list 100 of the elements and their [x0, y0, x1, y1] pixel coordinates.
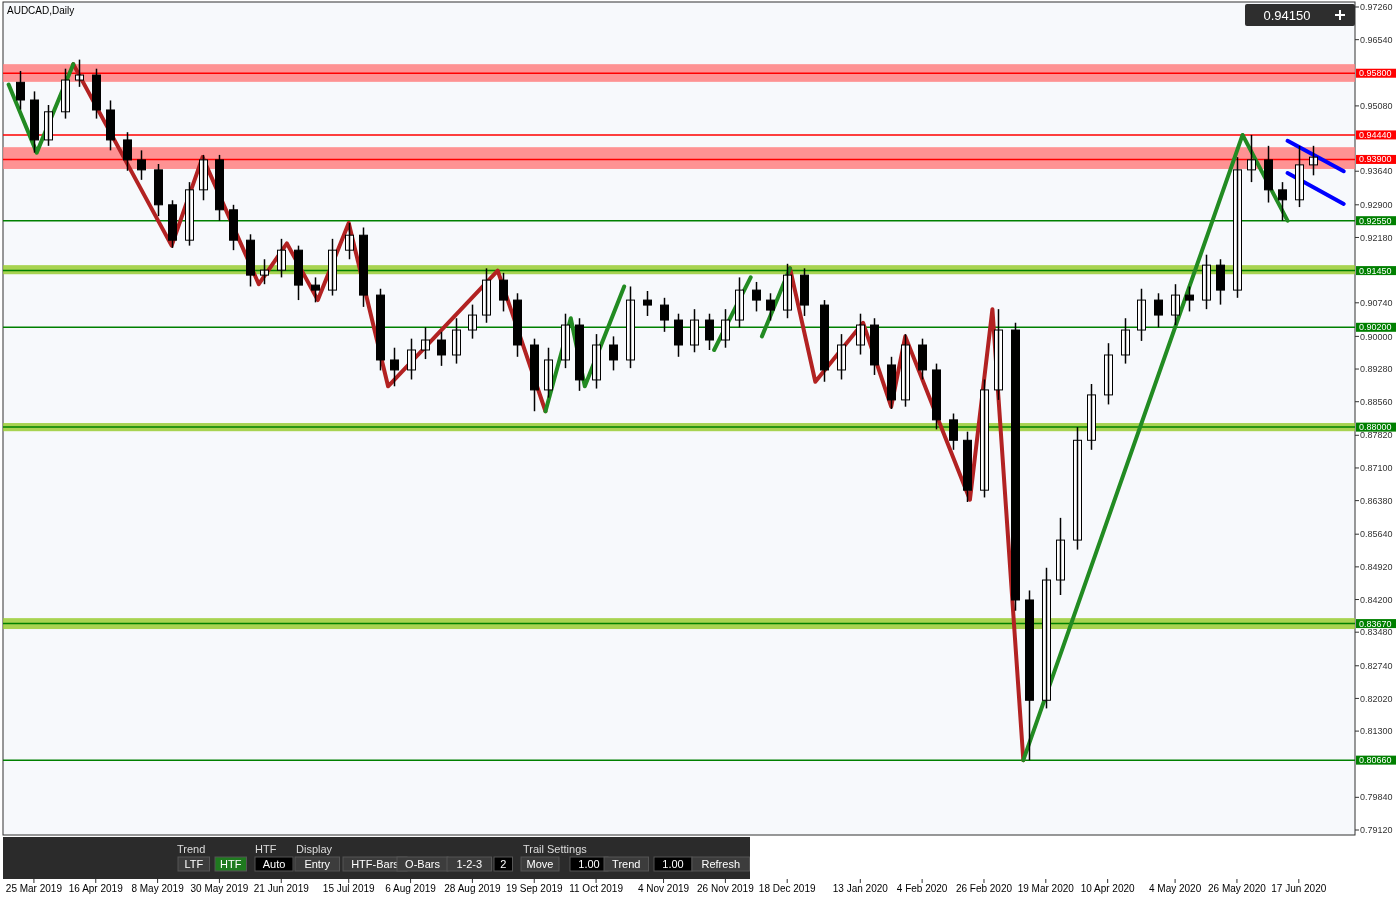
- candlestick: [932, 362, 941, 431]
- candlestick: [199, 154, 208, 202]
- ref-line-label: 0.95800: [1359, 68, 1392, 79]
- candlestick: [482, 267, 491, 324]
- candlestick: [721, 308, 730, 349]
- candlestick: [75, 58, 84, 88]
- candlestick: [1154, 292, 1163, 329]
- y-tick-label: 0.89280: [1360, 364, 1393, 375]
- candlestick: [376, 287, 385, 372]
- candlestick: [561, 312, 570, 369]
- candlestick: [901, 333, 910, 408]
- chart-title: AUDCAD,Daily: [7, 5, 75, 16]
- ref-line-label: 0.91450: [1359, 265, 1392, 276]
- x-tick-label: 15 Jul 2019: [322, 883, 376, 894]
- ref-line-label: 0.94440: [1359, 129, 1392, 140]
- y-tick-label: 0.90000: [1360, 331, 1393, 342]
- candlestick: [783, 263, 792, 319]
- candlestick: [887, 356, 896, 410]
- x-tick-label: 28 Aug 2019: [444, 883, 501, 894]
- y-tick-label: 0.88560: [1360, 396, 1393, 407]
- candlestick: [61, 67, 70, 120]
- ref-line-label: 0.88000: [1359, 422, 1392, 433]
- candlestick: [452, 317, 461, 365]
- x-tick-label: 26 Feb 2020: [955, 883, 1013, 894]
- candlestick: [705, 312, 714, 351]
- candlestick: [1309, 145, 1318, 177]
- candlestick: [544, 346, 553, 399]
- candlestick: [1137, 287, 1146, 342]
- y-tick-label: 0.82740: [1360, 660, 1393, 671]
- candlestick: [674, 312, 683, 358]
- x-tick-label: 4 Feb 2020: [896, 883, 948, 894]
- y-tick-label: 0.95080: [1360, 101, 1393, 112]
- y-tick-label: 0.82020: [1360, 693, 1393, 704]
- candlestick: [1185, 285, 1194, 313]
- y-tick-label: 0.92900: [1360, 199, 1393, 210]
- y-tick-label: 0.79840: [1360, 792, 1393, 803]
- candlestick: [1087, 383, 1096, 451]
- candlestick: [735, 276, 744, 329]
- candlestick: [949, 412, 958, 451]
- y-tick-label: 0.86380: [1360, 495, 1393, 506]
- x-tick-label: 6 Aug 2019: [385, 883, 437, 894]
- x-tick-label: 21 Jun 2019: [253, 883, 310, 894]
- candlestick: [106, 99, 115, 152]
- candlestick: [260, 258, 269, 285]
- y-tick-label: 0.96540: [1360, 34, 1393, 45]
- candlestick: [752, 281, 761, 313]
- y-tick-label: 0.87100: [1360, 463, 1393, 474]
- x-tick-label: 11 Oct 2019: [569, 883, 624, 894]
- y-tick-label: 0.81300: [1360, 726, 1393, 737]
- candlestick: [856, 312, 865, 356]
- candlestick: [311, 276, 320, 304]
- x-tick-label: 26 Nov 2019: [697, 883, 755, 894]
- x-tick-label: 17 Jun 2020: [1271, 883, 1327, 894]
- candlestick: [994, 308, 1003, 401]
- candlestick: [1121, 317, 1130, 365]
- candlestick: [185, 181, 194, 247]
- x-tick-label: 19 Sep 2019: [505, 883, 564, 894]
- candlestick: [30, 90, 39, 154]
- x-tick-label: 25 Mar 2019: [5, 883, 63, 894]
- candlestick: [345, 222, 354, 260]
- ref-line-label: 0.92550: [1359, 215, 1392, 226]
- y-tick-label: 0.84920: [1360, 562, 1393, 573]
- toolbar: Trend LTF HTF HTF Auto Display Entry HTF-Bars O-Bars 1-2-3 2 Trail Settings Move 1.00 Trend 1.00 Refresh: [3, 837, 750, 879]
- candlestick: [123, 131, 132, 172]
- price-box: 0.94150: [1245, 4, 1355, 26]
- candlestick: [980, 378, 989, 499]
- ref-line-label: 0.93900: [1359, 154, 1392, 165]
- candlestick: [44, 104, 53, 147]
- candlestick: [1202, 253, 1211, 310]
- candlestick: [390, 346, 399, 388]
- x-tick-label: 13 Jan 2020: [832, 883, 889, 894]
- candlestick: [1233, 156, 1242, 299]
- candlestick: [499, 272, 508, 313]
- y-tick-label: 0.90740: [1360, 297, 1393, 308]
- x-tick-label: 8 May 2019: [131, 883, 185, 894]
- y-tick-label: 0.92180: [1360, 232, 1393, 243]
- candlestick: [800, 267, 809, 317]
- annotation: 0.94150: [1263, 7, 1311, 23]
- candlestick: [643, 290, 652, 317]
- candlestick: [16, 70, 25, 111]
- x-tick-label: 30 May 2019: [190, 883, 249, 894]
- y-tick-label: 0.84200: [1360, 594, 1393, 605]
- candlestick: [229, 204, 238, 251]
- candlestick: [513, 292, 522, 358]
- candlestick: [626, 285, 635, 369]
- candlestick: [168, 199, 177, 249]
- x-tick-label: 16 Apr 2019: [68, 883, 124, 894]
- candlestick: [1104, 342, 1113, 406]
- candlestick: [820, 299, 829, 383]
- candlestick: [1264, 145, 1273, 204]
- candlestick: [592, 333, 601, 390]
- candlestick: [1278, 181, 1287, 222]
- y-tick-label: 0.87820: [1360, 430, 1393, 441]
- candlestick: [837, 333, 846, 381]
- candlestick: [1171, 283, 1180, 326]
- candlestick: [918, 337, 927, 381]
- candlestick: [1025, 589, 1034, 761]
- y-tick-label: 0.79120: [1360, 825, 1393, 836]
- candlestick: [407, 337, 416, 381]
- candlestick: [766, 292, 775, 322]
